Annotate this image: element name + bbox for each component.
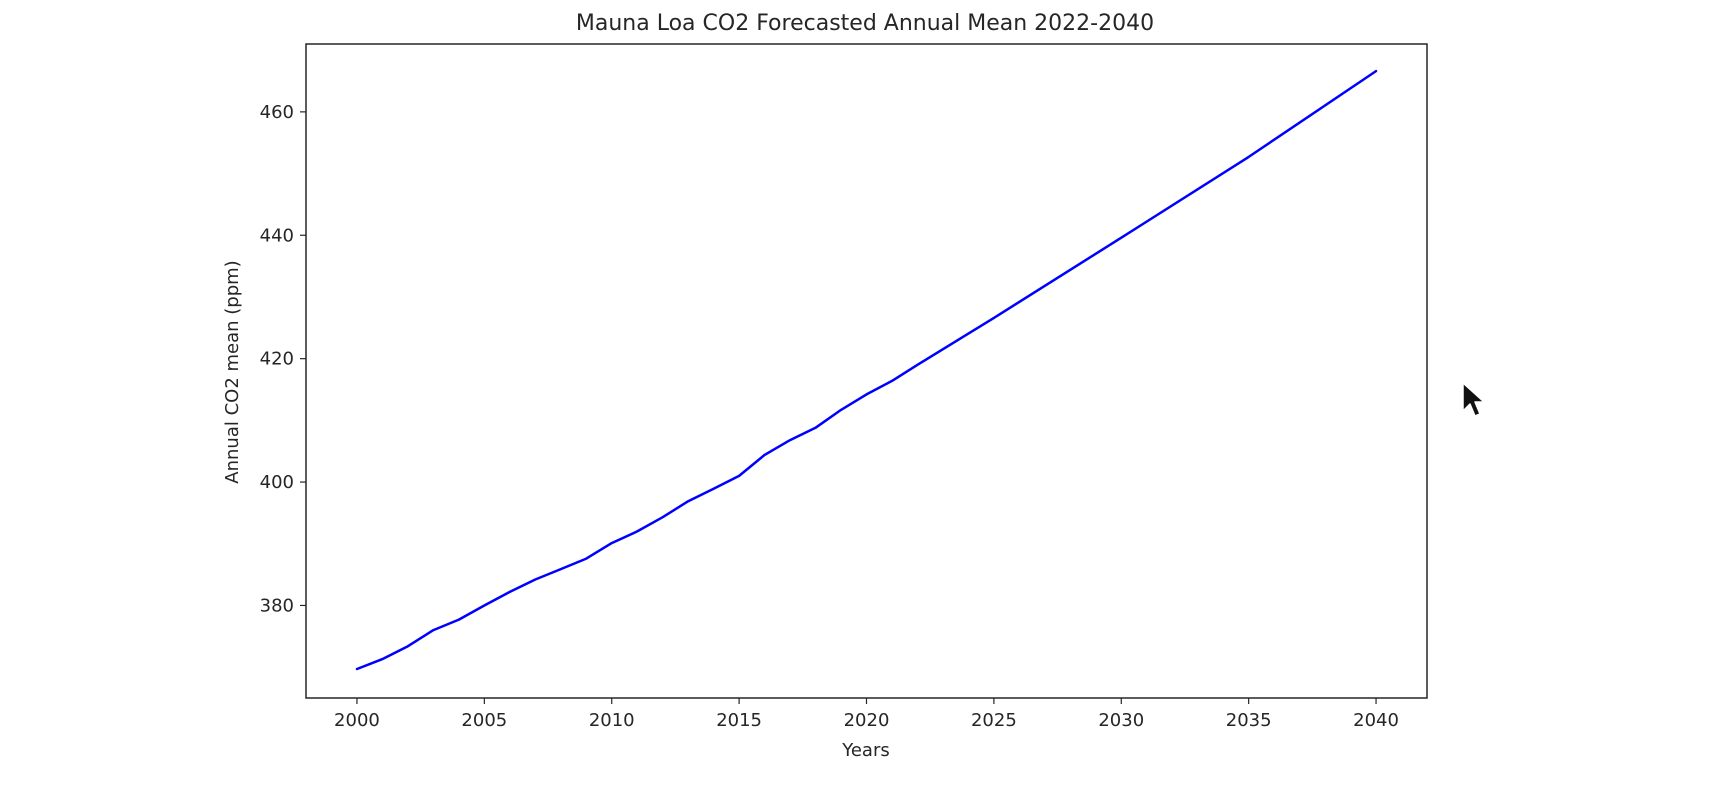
chart-title: Mauna Loa CO2 Forecasted Annual Mean 202… xyxy=(576,11,1154,36)
y-axis-label: Annual CO2 mean (ppm) xyxy=(222,260,243,483)
x-axis: 2000 2005 2010 2015 2020 2025 2030 2035 2040 xyxy=(334,698,1399,731)
x-tick-label: 2000 xyxy=(334,710,380,731)
y-tick-label: 460 xyxy=(260,102,294,123)
y-tick-label: 440 xyxy=(260,225,294,246)
x-axis-label: Years xyxy=(841,740,890,761)
x-tick-label: 2015 xyxy=(716,710,762,731)
x-tick-label: 2020 xyxy=(844,710,890,731)
y-tick-label: 380 xyxy=(260,595,294,616)
y-axis: 380 400 420 440 460 xyxy=(260,102,306,616)
x-tick-label: 2040 xyxy=(1353,710,1399,731)
x-tick-label: 2035 xyxy=(1226,710,1272,731)
x-tick-label: 2025 xyxy=(971,710,1017,731)
series-layer xyxy=(355,69,1378,671)
series-line xyxy=(355,69,1378,671)
y-tick-label: 400 xyxy=(260,472,294,493)
mouse-pointer-icon xyxy=(1462,382,1485,417)
plot-area xyxy=(305,43,1428,699)
x-tick-label: 2030 xyxy=(1098,710,1144,731)
x-tick-label: 2010 xyxy=(589,710,635,731)
x-tick-label: 2005 xyxy=(461,710,507,731)
y-tick-label: 420 xyxy=(260,349,294,370)
